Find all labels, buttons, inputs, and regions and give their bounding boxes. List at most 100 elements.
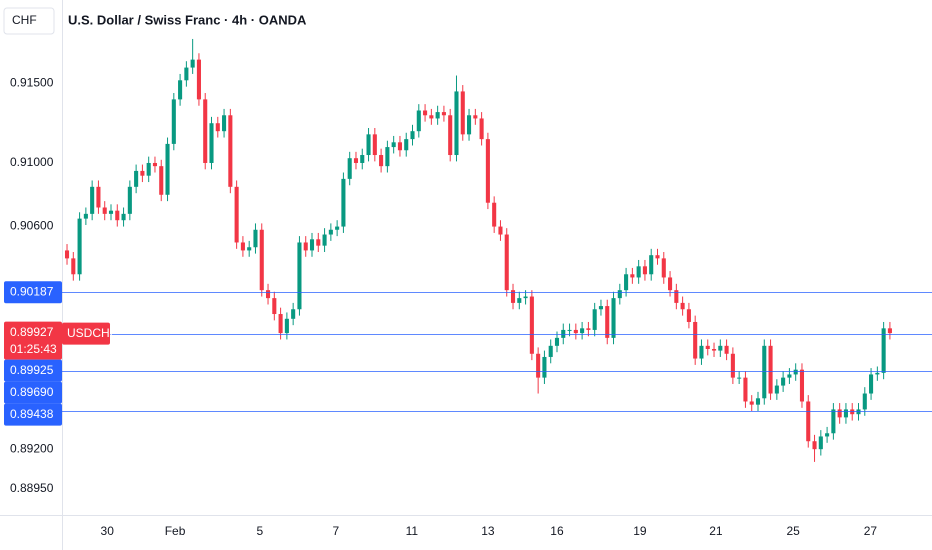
candle-body [755, 398, 761, 405]
candle-body [247, 247, 252, 251]
candle-body [554, 337, 560, 346]
candle-body [209, 123, 214, 163]
candle-body [90, 186, 95, 214]
candle-body [360, 155, 365, 163]
candle-body [636, 266, 641, 278]
candle-body [498, 226, 503, 235]
candle-body [316, 239, 321, 246]
level-label-box [4, 359, 62, 382]
y-tick-label: 0.88950 [10, 481, 54, 495]
candle-body [624, 274, 629, 291]
candle-body [284, 318, 289, 334]
candle-body [391, 142, 396, 148]
x-tick-label: Feb [165, 524, 186, 538]
candle-body [843, 409, 848, 418]
candle-body [416, 110, 421, 132]
currency: CHF [12, 13, 37, 27]
candle-body [869, 374, 874, 394]
candle-body [806, 401, 811, 442]
candle-body [96, 186, 101, 208]
candle-body [196, 59, 201, 100]
candle-body [259, 229, 264, 291]
candle-body [190, 59, 195, 68]
candle-body [693, 321, 698, 359]
candle-body [592, 309, 597, 330]
level-label-box [4, 281, 62, 304]
candle-body [586, 328, 591, 330]
candle-body [228, 115, 233, 187]
candle-body [485, 139, 490, 203]
level-label: 0.89925 [10, 363, 54, 377]
x-tick-label: 7 [333, 524, 340, 538]
candle-body [517, 298, 522, 303]
symbol-tag [62, 322, 110, 345]
candle-body [134, 170, 139, 187]
candle-body [410, 131, 415, 140]
candle-body [510, 290, 516, 303]
candle-body [718, 345, 723, 351]
x-tick-label: 19 [633, 524, 647, 538]
countdown: 01:25:43 [10, 342, 57, 356]
candle-body [240, 242, 245, 251]
candle-body [171, 99, 176, 144]
candle-body [605, 306, 610, 338]
candle-body [837, 409, 842, 418]
candle-body [454, 91, 459, 156]
candle-body [372, 134, 377, 156]
candle-body [278, 314, 283, 334]
candle-body [328, 229, 333, 235]
candle-body [573, 329, 578, 334]
candle-body [347, 158, 352, 179]
candle-body [787, 374, 792, 378]
candle-body [291, 309, 296, 319]
candle-body [680, 302, 685, 310]
candle-body [341, 178, 346, 227]
candle-body [404, 139, 409, 151]
chart-title: U.S. Dollar / Swiss Franc · 4h · OANDA [68, 12, 307, 27]
candle-body [881, 328, 886, 373]
candle-body [774, 385, 779, 394]
candle-body [580, 328, 585, 334]
currency-box[interactable] [3, 7, 55, 35]
symbol: USDCHF [67, 326, 117, 340]
y-tick-label: 0.90600 [10, 219, 54, 233]
candle-body [674, 290, 679, 303]
x-tick-label: 13 [481, 524, 495, 538]
candle-body [64, 250, 70, 259]
candle-body [385, 147, 390, 167]
candle-body [492, 202, 497, 227]
candle-body [272, 298, 277, 315]
candle-body [152, 162, 158, 167]
candle-body [108, 210, 114, 214]
candle-body [617, 290, 622, 299]
candle-body [366, 134, 371, 156]
candle-body [397, 142, 402, 151]
candle-body [460, 91, 465, 135]
candle-body [178, 80, 183, 100]
y-tick-label: 0.89200 [10, 441, 54, 455]
x-tick-label: 16 [550, 524, 564, 538]
x-tick-label: 11 [406, 524, 419, 538]
x-tick-label: 5 [257, 524, 264, 538]
candle-body [655, 255, 660, 259]
candle-body [115, 210, 120, 221]
candle-body [567, 329, 572, 331]
x-tick-label: 30 [101, 524, 115, 538]
level-label: 0.89438 [10, 407, 54, 421]
candle-body [781, 377, 786, 386]
candle-body [630, 274, 635, 278]
level-label-box [4, 403, 62, 426]
candle-body [335, 226, 340, 230]
candle-body [862, 393, 867, 410]
candle-body [812, 441, 817, 450]
candle-body [429, 115, 434, 119]
candle-body [523, 296, 528, 299]
candle-body [831, 409, 836, 434]
candle-body [548, 345, 553, 357]
candle-body [309, 239, 315, 251]
level-label: 0.90187 [10, 284, 54, 298]
candle-body [479, 118, 484, 140]
candle-body [265, 290, 271, 299]
